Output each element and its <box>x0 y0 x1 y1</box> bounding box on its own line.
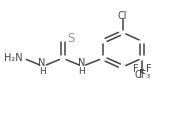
Text: H₂N: H₂N <box>4 52 22 63</box>
Text: S: S <box>67 32 75 45</box>
Text: H: H <box>78 67 85 75</box>
Text: H: H <box>39 67 46 75</box>
Text: Cl: Cl <box>118 11 127 21</box>
Text: N: N <box>78 58 85 68</box>
Text: F: F <box>146 64 151 74</box>
Text: CF₃: CF₃ <box>134 70 151 80</box>
Text: N: N <box>38 58 46 68</box>
Text: F: F <box>139 69 145 79</box>
Text: F: F <box>133 64 139 74</box>
